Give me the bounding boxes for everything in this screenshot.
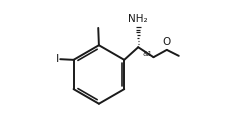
Text: O: O: [162, 38, 170, 47]
Text: I: I: [56, 54, 59, 64]
Text: NH₂: NH₂: [128, 14, 148, 24]
Text: &1: &1: [142, 51, 152, 57]
